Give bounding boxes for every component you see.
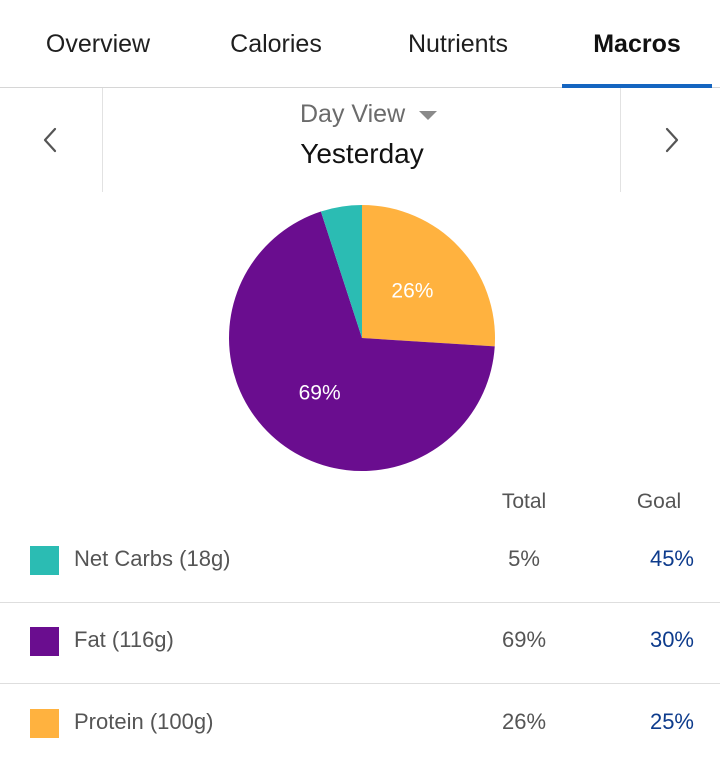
macro-name: Net Carbs (18g): [74, 546, 231, 571]
tab-bar: Overview Calories Nutrients Macros: [0, 0, 720, 88]
previous-day-button[interactable]: [0, 88, 103, 192]
macro-total-value: 69%: [501, 627, 547, 652]
macros-pie-chart: 26% 69%: [228, 204, 496, 472]
tab-nutrients[interactable]: Nutrients: [407, 29, 509, 58]
chevron-left-icon: [43, 127, 57, 153]
view-mode-dropdown[interactable]: Day View: [300, 96, 460, 132]
macro-row-fat[interactable]: Fat (116g) 69% 30%: [0, 603, 720, 684]
tab-calories[interactable]: Calories: [230, 29, 322, 58]
pie-slice-protein: [362, 205, 495, 347]
pie-slice-net-carbs: [320, 205, 362, 338]
dropdown-caret-icon: [419, 110, 438, 120]
macro-goal-value: 30%: [649, 627, 694, 652]
macro-goal-value: 45%: [649, 546, 694, 571]
macro-name: Fat (116g): [74, 627, 174, 652]
selected-date-label: Yesterday: [300, 138, 424, 169]
fat-color-swatch: [30, 627, 59, 656]
pie-slice-fat: [229, 211, 495, 472]
column-header-goal: Goal: [636, 490, 682, 513]
pie-chart-svg: 26% 69%: [229, 205, 495, 472]
macro-total-value: 5%: [508, 546, 540, 571]
macro-row-net-carbs[interactable]: Net Carbs (18g) 5% 45%: [0, 522, 720, 603]
active-tab-indicator: [562, 84, 712, 88]
tab-overview[interactable]: Overview: [45, 29, 151, 58]
protein-color-swatch: [30, 709, 59, 738]
view-mode-label: Day View: [300, 99, 406, 128]
chevron-right-icon: [665, 127, 679, 153]
tab-macros[interactable]: Macros: [593, 29, 681, 58]
pie-label-protein: 26%: [391, 280, 433, 303]
macro-name: Protein (100g): [74, 709, 214, 734]
column-header-total: Total: [501, 490, 547, 513]
pie-label-fat: 69%: [299, 382, 341, 405]
net-carbs-color-swatch: [30, 546, 59, 575]
macro-total-value: 26%: [501, 709, 547, 734]
macro-row-protein[interactable]: Protein (100g) 26% 25%: [0, 685, 720, 765]
next-day-button[interactable]: [620, 88, 720, 192]
macro-goal-value: 25%: [649, 709, 694, 734]
date-navigator: Day View Yesterday: [0, 88, 720, 192]
